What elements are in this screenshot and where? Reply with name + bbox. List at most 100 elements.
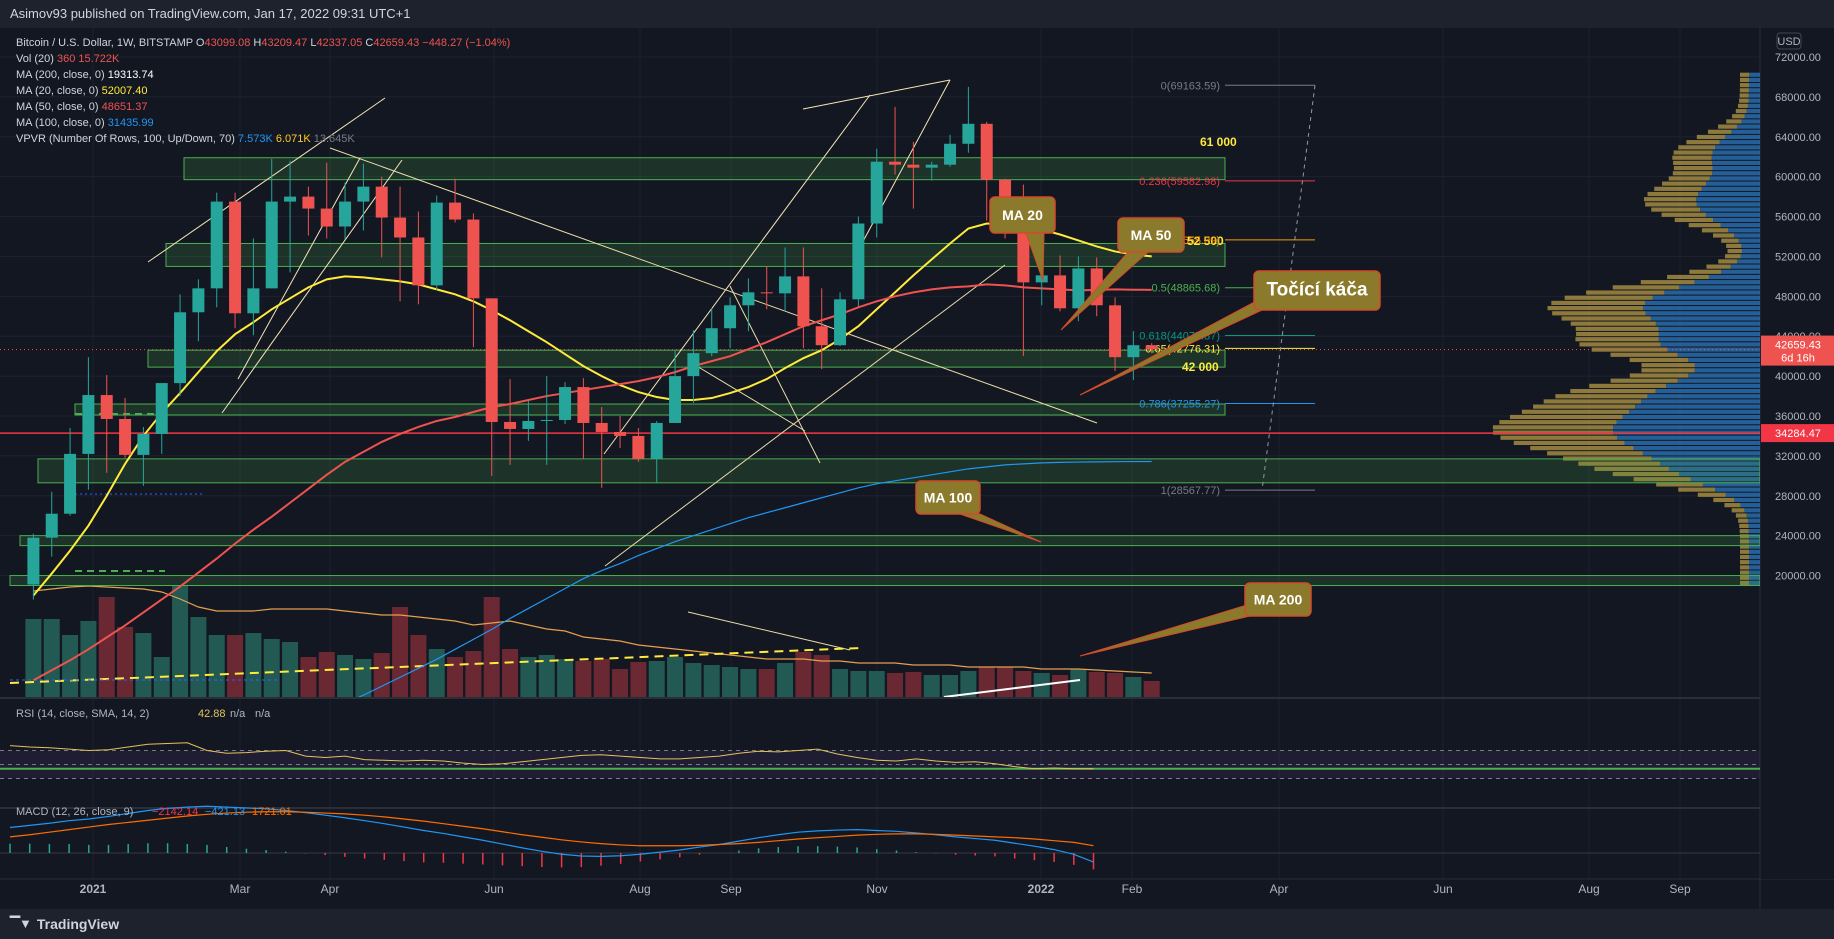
legend-indicator-value: 15.722K <box>78 53 120 65</box>
candle-body <box>705 328 718 354</box>
callout-box <box>915 480 981 515</box>
fib-level-label: 0.5(48865.68) <box>1152 283 1221 295</box>
macd-value: −421.13 <box>205 806 245 818</box>
price-axis-label: 56000.00 <box>1775 212 1821 224</box>
vpvr-up-bar <box>1713 497 1735 503</box>
volume-bar <box>227 635 244 697</box>
rsi-line <box>9 742 1094 770</box>
vpvr-down-bar <box>1702 482 1760 487</box>
legend-indicator-value: 19313.74 <box>108 69 154 81</box>
trend-drawings[interactable] <box>9 79 1098 697</box>
vpvr-up-bar <box>1726 243 1742 248</box>
volume-bar <box>667 657 684 697</box>
callout-tail <box>1079 297 1263 396</box>
legend-indicator-line: MA (50, close, 0) 48651.37 <box>16 101 147 113</box>
candle-body <box>1035 275 1048 283</box>
vpvr-up-bar <box>1707 129 1732 134</box>
price-axis[interactable]: USD 72000.00 68000.00 64000.00 60000.00 56000… <box>1761 28 1834 879</box>
chart-canvas[interactable]: 61 000 52 500 42 000 0(69163.59) 0.236(5958… <box>0 28 1834 909</box>
callout-text: MA 20 <box>1002 207 1043 223</box>
vpvr-up-bar <box>1591 347 1668 352</box>
candle-body <box>595 422 608 432</box>
time-axis-label: Apr <box>321 882 340 896</box>
volume-bar <box>245 633 262 697</box>
vpvr-down-bar <box>1719 140 1760 145</box>
volume-bar <box>832 669 849 697</box>
volume-bar <box>850 671 867 697</box>
volume-ma-line <box>33 585 1152 674</box>
time-axis[interactable]: 2021 Mar Apr Jun Aug Sep Nov 2022 Feb Apr Jun Aug Se… <box>80 882 1691 896</box>
macd-line <box>9 805 1094 863</box>
vpvr-down-bar <box>1624 440 1760 446</box>
vpvr-down-bar <box>1668 466 1760 471</box>
volume-bar <box>1107 673 1124 697</box>
tradingview-logo[interactable]: ▔▼ TradingView <box>10 916 119 932</box>
volume-bar <box>740 669 757 697</box>
volume-bar <box>172 585 189 697</box>
support-zone <box>183 157 1226 181</box>
vpvr-down-bar <box>1617 435 1760 440</box>
vpvr-down-bar <box>1748 544 1760 549</box>
vpvr-up-bar <box>1732 114 1745 119</box>
vpvr-up-bar <box>1713 233 1735 238</box>
ma20-line <box>32 222 1152 597</box>
legend-vpvr-value: 7.573K <box>238 133 276 145</box>
vpvr-up-bar <box>1739 83 1749 88</box>
vpvr-up-bar <box>1651 207 1701 212</box>
vpvr-up-bar <box>1564 295 1653 300</box>
time-axis-label: Sep <box>720 882 742 896</box>
vpvr-up-bar <box>1678 145 1716 150</box>
annotation-callouts[interactable]: MA 20 MA 50 Točící káča MA 100 MA 200 <box>915 196 1381 657</box>
vpvr-down-bar <box>1700 207 1760 212</box>
candle-body <box>412 237 425 286</box>
vpvr-down-bar <box>1667 347 1760 352</box>
tradingview-mark-icon: ▔▼ <box>10 916 32 931</box>
vpvr-down-bar <box>1748 88 1760 93</box>
vpvr-up-bar <box>1552 311 1646 316</box>
vpvr-up-bar <box>1533 404 1636 409</box>
volume-bar <box>355 659 372 697</box>
trend-line <box>147 97 386 263</box>
vpvr-up-bar <box>1667 274 1709 280</box>
vpvr-down-bar <box>1749 570 1760 575</box>
vpvr-up-bar <box>1678 487 1716 492</box>
vpvr-up-bar <box>1697 492 1726 497</box>
vpvr-down-bar <box>1712 171 1760 176</box>
candle-body <box>430 202 443 286</box>
candle-body <box>797 276 810 327</box>
volume-bar <box>612 669 629 697</box>
volume-bar <box>300 657 317 697</box>
vpvr-up-bar <box>1629 357 1689 363</box>
vpvr-down-bar <box>1725 492 1760 497</box>
vpvr-up-bar <box>1513 440 1625 446</box>
vpvr-down-bar <box>1749 580 1760 586</box>
vpvr-up-bar <box>1727 248 1743 254</box>
trend-line <box>802 79 951 110</box>
vpvr-down-bar <box>1705 212 1760 217</box>
candle-body <box>907 164 920 168</box>
price-axis-label: 20000.00 <box>1775 571 1821 583</box>
vpvr-down-bar <box>1696 197 1760 202</box>
support-zones: 61 000 52 500 42 000 <box>9 135 1760 587</box>
candle-body <box>687 353 700 377</box>
legend-h-label: H <box>253 37 261 49</box>
volume-bar <box>80 621 97 697</box>
vpvr-down-bar <box>1725 134 1760 140</box>
volume-bar <box>1015 671 1032 697</box>
fib-level-label: 1(28567.77) <box>1161 485 1220 497</box>
volume-bar <box>648 661 665 697</box>
vpvr-down-bar <box>1747 103 1760 108</box>
vpvr-down-bar <box>1629 409 1760 414</box>
candle-body <box>229 201 242 314</box>
legend-indicator-value: 48651.37 <box>102 101 148 113</box>
vpvr-up-bar <box>1673 150 1713 155</box>
vpvr-up-bar <box>1644 197 1697 202</box>
vpvr-up-bar <box>1551 300 1646 306</box>
vpvr-down-bar <box>1696 202 1760 207</box>
candle-body <box>834 299 847 346</box>
volume-bar <box>447 657 464 697</box>
currency-badge <box>1776 32 1802 50</box>
vpvr-down-bar <box>1741 243 1760 248</box>
volume-bar <box>887 673 904 697</box>
